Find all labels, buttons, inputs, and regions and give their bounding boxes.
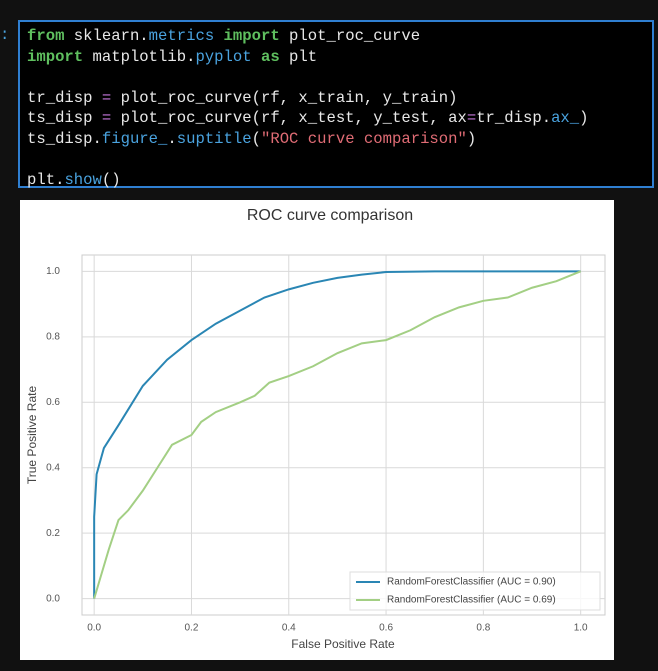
code-token: ts_disp bbox=[27, 109, 102, 127]
code-line: ts_disp.figure_.suptitle("ROC curve comp… bbox=[27, 129, 589, 150]
roc-line bbox=[93, 270, 582, 599]
y-tick-label: 0.8 bbox=[46, 331, 60, 342]
code: from sklearn.metrics import plot_roc_cur… bbox=[27, 26, 589, 190]
y-axis-label: True Positive Rate bbox=[25, 386, 39, 485]
x-tick-label: 0.6 bbox=[379, 623, 393, 634]
x-tick-label: 0.2 bbox=[185, 623, 199, 634]
code-line: import matplotlib.pyplot as plt bbox=[27, 47, 589, 68]
code-token: as bbox=[260, 47, 280, 66]
code-line: ts_disp = plot_roc_curve(rf, x_test, y_t… bbox=[27, 108, 589, 129]
code-token: matplotlib. bbox=[83, 47, 196, 66]
code-token: import bbox=[223, 27, 280, 45]
code-token: () bbox=[101, 170, 121, 189]
code-token: "ROC curve comparison" bbox=[260, 129, 467, 148]
code-token bbox=[252, 48, 261, 66]
legend-box bbox=[349, 571, 601, 611]
code-line: from sklearn.metrics import plot_roc_cur… bbox=[27, 26, 589, 47]
code-line: tr_disp = plot_roc_curve(rf, x_train, y_… bbox=[27, 88, 589, 109]
code-token: pyplot bbox=[195, 47, 252, 66]
code-cell[interactable]: from sklearn.metrics import plot_roc_cur… bbox=[18, 20, 654, 190]
code-token bbox=[214, 27, 223, 45]
cell-prompt: : bbox=[0, 26, 10, 44]
code-token: sklearn. bbox=[64, 27, 149, 45]
code-token: from bbox=[27, 27, 65, 45]
y-tick-label: 0.2 bbox=[46, 528, 60, 539]
code-token: ) bbox=[466, 129, 477, 148]
x-axis-label: False Positive Rate bbox=[291, 637, 395, 651]
x-tick-label: 0.4 bbox=[282, 623, 296, 634]
code-token: ax_ bbox=[551, 109, 580, 127]
code-token: plot_roc_curve(rf, x_test, y_test, ax bbox=[111, 109, 467, 127]
code-token: . bbox=[167, 129, 177, 148]
plot-area bbox=[81, 254, 606, 616]
code-token: ( bbox=[251, 129, 261, 148]
code-token: plt bbox=[279, 47, 318, 66]
x-tick-label: 0.8 bbox=[476, 623, 490, 634]
code-token: ts_disp. bbox=[27, 129, 102, 148]
code-token: = bbox=[101, 109, 112, 127]
code-line bbox=[27, 67, 589, 88]
code-token: suptitle bbox=[176, 129, 252, 148]
x-tick-label: 0.0 bbox=[87, 623, 101, 634]
chart-title: ROC curve comparison bbox=[247, 207, 413, 224]
y-tick-label: 1.0 bbox=[46, 266, 60, 277]
legend-label: RandomForestClassifier (AUC = 0.69) bbox=[387, 595, 556, 606]
x-tick-label: 1.0 bbox=[574, 623, 588, 634]
code-line: plt.show() bbox=[27, 170, 589, 191]
code-token: tr_disp. bbox=[476, 109, 552, 127]
code-token: ) bbox=[579, 109, 589, 127]
code-token: import bbox=[27, 47, 84, 66]
code-token: plot_roc_curve bbox=[279, 27, 421, 45]
code-token: plt. bbox=[27, 170, 65, 189]
roc-line bbox=[93, 270, 581, 599]
code-token: metrics bbox=[148, 27, 215, 45]
code-token: show bbox=[64, 170, 102, 189]
code-token: = bbox=[466, 109, 477, 127]
y-tick-label: 0.4 bbox=[46, 462, 60, 473]
legend-label: RandomForestClassifier (AUC = 0.90) bbox=[387, 577, 556, 588]
y-tick-label: 0.0 bbox=[46, 593, 60, 604]
code-token: = bbox=[101, 88, 112, 107]
code-token: plot_roc_curve(rf, x_train, y_train) bbox=[111, 88, 458, 107]
chart: ROC curve comparison False Positive Rate… bbox=[20, 200, 614, 660]
y-tick-label: 0.6 bbox=[46, 397, 60, 408]
code-token: figure_ bbox=[101, 129, 168, 148]
code-token: tr_disp bbox=[27, 88, 102, 107]
code-line bbox=[27, 149, 589, 170]
